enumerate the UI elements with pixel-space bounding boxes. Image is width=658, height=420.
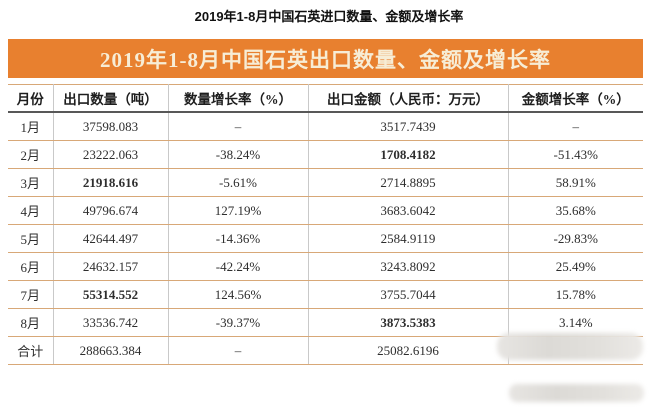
cell-amount: 1708.4182 — [308, 140, 509, 169]
cell-month: 6月 — [8, 252, 54, 281]
table-row: 6月 24632.157 -42.24% 3243.8092 25.49% — [8, 252, 643, 281]
cell-amount_growth: -51.43% — [508, 140, 643, 169]
column-header-month: 月份 — [8, 84, 54, 113]
cell-month: 1月 — [8, 112, 54, 141]
cell-month: 8月 — [8, 308, 54, 337]
cell-month: 5月 — [8, 224, 54, 253]
cell-amount: 3243.8092 — [308, 252, 509, 281]
cell-amount: 25082.6196 — [308, 336, 509, 365]
cell-amount_growth: 15.78% — [508, 280, 643, 309]
cell-amount_growth: – — [508, 112, 643, 141]
cell-amount: 3755.7044 — [308, 280, 509, 309]
cell-month: 2月 — [8, 140, 54, 169]
export-data-table: 月份 出口数量（吨） 数量增长率（%） 出口金额（人民币：万元） 金额增长率（%） 1月… — [8, 84, 643, 365]
cell-amount: 3683.6042 — [308, 196, 509, 225]
banner-title: 2019年1-8月中国石英出口数量、金额及增长率 — [100, 47, 551, 72]
cell-qty: 37598.083 — [53, 112, 169, 141]
cell-amount_growth: 25.49% — [508, 252, 643, 281]
cell-qty_growth: -39.37% — [168, 308, 309, 337]
cell-amount: 2584.9119 — [308, 224, 509, 253]
column-header-qty_growth: 数量增长率（%） — [168, 84, 309, 113]
page-title: 2019年1-8月中国石英进口数量、金额及增长率 — [194, 9, 464, 24]
cell-qty: 55314.552 — [53, 280, 169, 309]
cell-qty_growth: -38.24% — [168, 140, 309, 169]
cell-qty: 21918.616 — [53, 168, 169, 197]
cell-amount: 3873.5383 — [308, 308, 509, 337]
column-header-qty: 出口数量（吨） — [53, 84, 169, 113]
cell-qty_growth: – — [168, 112, 309, 141]
cell-amount: 2714.8895 — [308, 168, 509, 197]
cell-amount_growth: 58.91% — [508, 168, 643, 197]
table-row: 7月 55314.552 124.56% 3755.7044 15.78% — [8, 280, 643, 309]
cell-qty_growth: – — [168, 336, 309, 365]
cell-qty_growth: -5.61% — [168, 168, 309, 197]
cell-qty_growth: -14.36% — [168, 224, 309, 253]
table-row: 合计 288663.384–25082.6196 — [8, 336, 643, 365]
cell-amount: 3517.7439 — [308, 112, 509, 141]
watermark-blur-bottom — [509, 384, 644, 402]
cell-amount_growth: 3.14% — [508, 308, 643, 337]
cell-amount_growth — [508, 336, 643, 365]
cell-qty: 23222.063 — [53, 140, 169, 169]
table-row: 1月 37598.083–3517.7439– — [8, 112, 643, 141]
table-row: 3月 21918.616 -5.61% 2714.8895 58.91% — [8, 168, 643, 197]
cell-month: 4月 — [8, 196, 54, 225]
table-title-banner: 2019年1-8月中国石英出口数量、金额及增长率 — [8, 39, 643, 78]
cell-month: 7月 — [8, 280, 54, 309]
cell-qty: 24632.157 — [53, 252, 169, 281]
table-header-row: 月份 出口数量（吨） 数量增长率（%） 出口金额（人民币：万元） 金额增长率（%） — [8, 84, 643, 113]
table-row: 8月 33536.742 -39.37% 3873.5383 3.14% — [8, 308, 643, 337]
table-row: 4月 49796.674 127.19% 3683.6042 35.68% — [8, 196, 643, 225]
cell-month: 3月 — [8, 168, 54, 197]
column-header-amount: 出口金额（人民币：万元） — [308, 84, 509, 113]
cell-qty: 42644.497 — [53, 224, 169, 253]
cell-qty_growth: 124.56% — [168, 280, 309, 309]
column-header-amount_growth: 金额增长率（%） — [508, 84, 643, 113]
cell-month: 合计 — [8, 336, 54, 365]
cell-amount_growth: 35.68% — [508, 196, 643, 225]
table-row: 5月 42644.497 -14.36% 2584.9119 -29.83% — [8, 224, 643, 253]
cell-qty_growth: 127.19% — [168, 196, 309, 225]
cell-amount_growth: -29.83% — [508, 224, 643, 253]
table-row: 2月 23222.063 -38.24% 1708.4182 -51.43% — [8, 140, 643, 169]
cell-qty: 33536.742 — [53, 308, 169, 337]
cell-qty_growth: -42.24% — [168, 252, 309, 281]
cell-qty: 288663.384 — [53, 336, 169, 365]
cell-qty: 49796.674 — [53, 196, 169, 225]
